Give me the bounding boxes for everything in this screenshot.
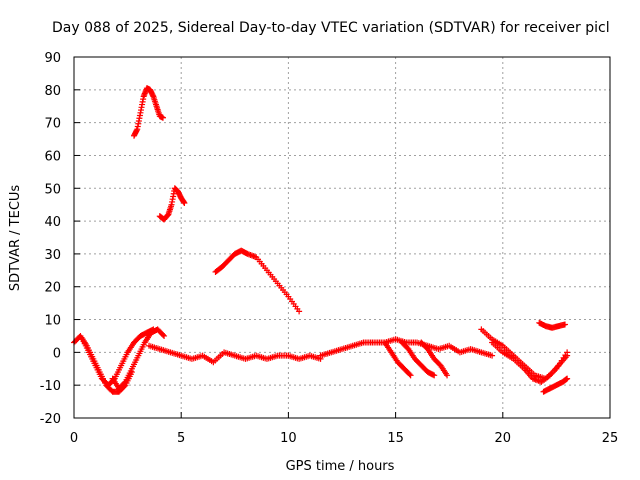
data-point <box>564 352 571 359</box>
chart-title: Day 088 of 2025, Sidereal Day-to-day VTE… <box>52 20 610 36</box>
data-point <box>159 331 166 338</box>
y-tick-label: 0 <box>53 346 61 361</box>
x-tick-label: 5 <box>177 431 185 446</box>
x-tick-label: 10 <box>280 431 297 446</box>
x-tick-labels: 0 5 10 15 20 25 <box>70 431 618 446</box>
plot-frame <box>73 56 611 419</box>
y-tick-label: 10 <box>44 314 61 329</box>
y-tick-label: -10 <box>40 379 61 394</box>
y-tick-label: 80 <box>44 84 61 99</box>
series-arc-high-2 <box>156 185 188 223</box>
series-late-arcs-b <box>489 339 571 385</box>
series-descend-a <box>381 339 414 379</box>
series-late-low <box>540 375 571 395</box>
y-tick-label: 90 <box>44 51 61 66</box>
data-point <box>159 114 166 121</box>
x-tick-label: 25 <box>602 431 619 446</box>
data-point <box>564 375 571 382</box>
y-tick-label: 40 <box>44 215 61 230</box>
series-arc-high-1 <box>131 85 166 139</box>
series-arc-low-b <box>79 326 157 389</box>
series-late-high <box>536 319 568 331</box>
x-tick-label: 15 <box>387 431 404 446</box>
y-tick-label: 70 <box>44 117 61 132</box>
grid <box>73 56 611 419</box>
y-tick-label: 20 <box>44 281 61 296</box>
data-marks <box>71 85 571 395</box>
y-tick-label: 50 <box>44 182 61 197</box>
x-axis-label: GPS time / hours <box>286 459 395 474</box>
y-tick-label: 30 <box>44 248 61 263</box>
data-point <box>121 379 128 386</box>
data-point <box>407 372 414 379</box>
y-axis-label: SDTVAR / TECUs <box>8 185 23 292</box>
data-point <box>561 321 568 328</box>
data-point <box>161 332 168 339</box>
data-point <box>406 371 413 378</box>
y-tick-labels: -20 -10 0 10 20 30 40 50 60 70 80 90 <box>40 51 61 427</box>
series-descend-c <box>418 339 451 379</box>
data-point <box>181 200 188 207</box>
series-arc-mid <box>212 247 303 315</box>
x-tick-label: 20 <box>495 431 512 446</box>
y-tick-label: 60 <box>44 149 61 164</box>
data-point <box>489 352 496 359</box>
data-point <box>296 308 303 315</box>
data-point <box>431 372 438 379</box>
series-arc-low-c <box>109 326 168 392</box>
series-descend-b <box>399 339 438 379</box>
y-tick-label: -20 <box>40 412 61 427</box>
data-point <box>444 372 451 379</box>
x-tick-label: 0 <box>70 431 78 446</box>
series-baseline-1 <box>146 342 324 366</box>
